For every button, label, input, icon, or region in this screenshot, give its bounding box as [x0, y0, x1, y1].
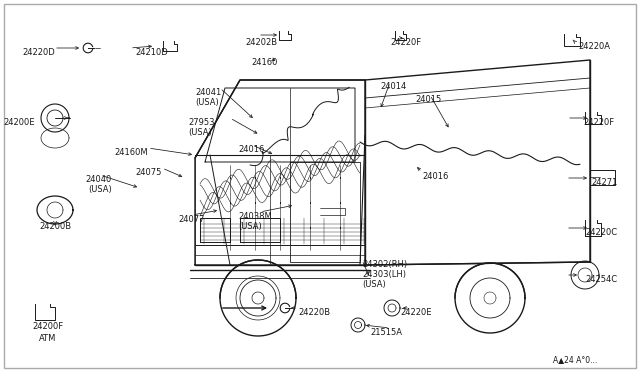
Text: 24160M: 24160M: [115, 148, 148, 157]
Text: 24040: 24040: [86, 175, 112, 184]
Text: 24200F: 24200F: [33, 322, 63, 331]
Text: 24271: 24271: [591, 178, 618, 187]
Text: 24254C: 24254C: [586, 275, 618, 284]
Text: 24038M: 24038M: [238, 212, 272, 221]
Text: 21515A: 21515A: [370, 328, 402, 337]
Text: (USA): (USA): [188, 128, 212, 137]
Text: (USA): (USA): [88, 185, 112, 194]
Text: (USA): (USA): [195, 98, 219, 107]
Text: 24160: 24160: [252, 58, 278, 67]
Text: 24220A: 24220A: [578, 42, 610, 51]
Text: 24016: 24016: [238, 145, 264, 154]
Text: 24220F: 24220F: [584, 118, 615, 127]
Text: (USA): (USA): [362, 280, 386, 289]
Text: 24220D: 24220D: [22, 48, 55, 57]
Text: (USA): (USA): [238, 222, 262, 231]
Text: 24016: 24016: [422, 172, 449, 181]
Text: 24041: 24041: [195, 88, 221, 97]
Text: 24200B: 24200B: [39, 222, 71, 231]
Text: 24220B: 24220B: [298, 308, 330, 317]
Text: A▲24 A°0...: A▲24 A°0...: [553, 355, 597, 364]
Text: 24075: 24075: [136, 168, 162, 177]
Text: 24014: 24014: [380, 82, 406, 91]
Text: 24303(LH): 24303(LH): [362, 270, 406, 279]
Text: 24210D: 24210D: [135, 48, 168, 57]
Text: 24220F: 24220F: [390, 38, 421, 47]
Text: 24302(RH): 24302(RH): [362, 260, 407, 269]
Text: 24202B: 24202B: [246, 38, 278, 47]
Text: 24015: 24015: [415, 95, 441, 104]
Text: 24200E: 24200E: [3, 118, 35, 127]
Text: ATM: ATM: [39, 334, 57, 343]
Text: 24220E: 24220E: [400, 308, 431, 317]
Text: 24077: 24077: [178, 215, 205, 224]
Text: 24220C: 24220C: [586, 228, 618, 237]
Text: 27953: 27953: [188, 118, 214, 127]
